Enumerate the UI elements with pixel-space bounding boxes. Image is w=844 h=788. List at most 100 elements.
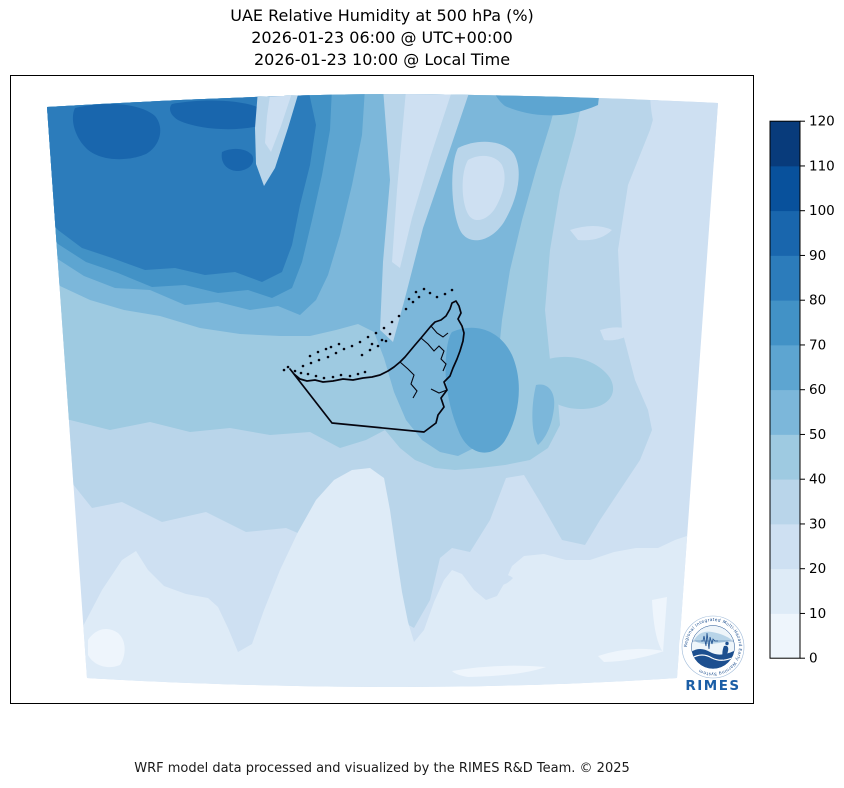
colorbar-tick-label: 10 — [809, 606, 826, 622]
island-dot — [370, 342, 374, 346]
contour-region — [462, 155, 505, 221]
logo-acronym: RIMES — [685, 678, 740, 694]
logo-seismic-trace — [701, 632, 718, 650]
colorbar-tick-label: 40 — [809, 472, 826, 488]
figure-title-block: UAE Relative Humidity at 500 hPa (%) 202… — [10, 5, 754, 71]
island-dot — [404, 307, 408, 311]
island-dot — [282, 368, 286, 372]
island-dot — [380, 338, 384, 342]
island-dot — [450, 288, 454, 292]
island-dot — [348, 374, 352, 378]
logo-figure-body — [722, 645, 729, 660]
colorbar-tick-label: 0 — [809, 651, 818, 667]
colorbar-segment — [770, 523, 800, 570]
island-dot — [342, 347, 346, 351]
colorbar-segment — [770, 165, 800, 212]
island-dot — [417, 295, 421, 299]
colorbar-tick-label: 90 — [809, 248, 826, 264]
island-dot — [382, 326, 386, 330]
island-dot — [339, 373, 343, 377]
colorbar-segment — [770, 389, 800, 435]
island-dot — [368, 348, 372, 352]
island-dot — [422, 287, 426, 291]
contour-region — [392, 94, 452, 268]
logo-scene — [691, 631, 735, 669]
colorbar-tick-label: 60 — [809, 382, 826, 398]
island-dot — [414, 290, 418, 294]
island-dot — [317, 358, 321, 362]
rimes-logo: Regional Integrated Multi-Hazard Early W… — [679, 613, 747, 694]
title-local-time: 2026-01-23 10:00 @ Local Time — [253, 50, 511, 69]
island-dot — [322, 376, 326, 380]
contour-region — [570, 226, 612, 241]
contour-region — [265, 94, 292, 152]
island-dot — [334, 351, 338, 355]
island-dot — [308, 354, 312, 358]
colorbar-segment — [770, 210, 800, 256]
contour-region — [255, 94, 300, 186]
island-dot — [384, 339, 388, 343]
island-dot — [358, 340, 362, 344]
island-dot — [374, 331, 378, 335]
island-dot — [329, 345, 333, 349]
colorbar-tick-label: 70 — [809, 337, 826, 353]
island-dot — [350, 344, 354, 348]
island-dot — [407, 297, 411, 301]
island-dot — [376, 344, 380, 348]
colorbar-segment — [770, 479, 800, 525]
contour-region — [445, 327, 519, 453]
colorbar-tick-label: 20 — [809, 561, 826, 577]
colorbar-segment — [770, 613, 800, 659]
colorbar-segment — [770, 568, 800, 614]
island-dot — [366, 335, 370, 339]
colorbar-segment — [770, 434, 800, 480]
contour-region — [652, 597, 667, 652]
island-dot — [363, 370, 367, 374]
emirate-internal-borders — [399, 325, 449, 399]
colorbar-segment — [770, 344, 800, 391]
contour-region — [600, 327, 634, 341]
uae-boundary-overlay — [282, 287, 465, 433]
island-dot — [337, 342, 341, 346]
colorbar-tick-label: 120 — [809, 114, 835, 130]
island-dot — [306, 372, 310, 376]
logo-figure-head — [725, 641, 729, 646]
uae-outline — [289, 300, 465, 433]
island-dot — [411, 300, 415, 304]
footer-credit: WRF model data processed and visualized … — [134, 761, 630, 776]
contour-region — [170, 100, 267, 130]
contour-region — [72, 103, 161, 160]
contour-region — [80, 468, 702, 687]
island-dot — [397, 314, 401, 318]
page-title: UAE Relative Humidity at 500 hPa (%) — [230, 6, 534, 25]
island-dot — [435, 295, 439, 299]
island-dot — [293, 369, 297, 373]
island-dot — [286, 365, 290, 369]
colorbar-segment — [770, 300, 800, 346]
colorbar-tick-label: 100 — [809, 203, 835, 219]
colorbar-tick-label: 30 — [809, 516, 826, 532]
island-dot — [388, 332, 392, 336]
island-dot — [316, 350, 320, 354]
colorbar-tick-label: 50 — [809, 427, 826, 443]
contour-region — [452, 665, 546, 677]
island-dot — [360, 353, 364, 357]
contour-region — [88, 628, 125, 668]
island-dot — [356, 372, 360, 376]
title-utc-time: 2026-01-23 06:00 @ UTC+00:00 — [251, 28, 513, 47]
contour-region — [532, 384, 555, 445]
contour-region — [598, 648, 664, 662]
island-dot — [428, 291, 432, 295]
island-dot — [314, 374, 318, 378]
colorbar-tick-label: 80 — [809, 293, 826, 309]
logo-wave-crest — [691, 654, 735, 661]
contour-region — [494, 574, 513, 586]
colorbar-tick-label: 110 — [809, 158, 835, 174]
island-dot — [331, 375, 335, 379]
island-dot — [299, 371, 303, 375]
island-dots — [282, 287, 454, 380]
island-dot — [390, 320, 394, 324]
colorbar: 0 10 20 30 40 50 60 70 80 90 100 110 120 — [769, 114, 835, 667]
contour-region — [221, 148, 254, 171]
